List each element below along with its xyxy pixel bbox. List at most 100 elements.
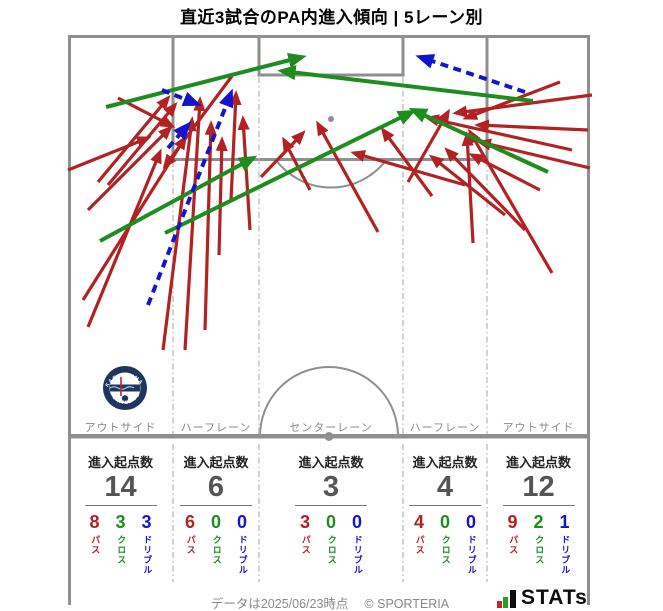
stat-col-outside-right: 進入起点数 12 9 パス 2 クロス 1 ドリブル [484, 444, 593, 575]
pass-count: 9 [507, 512, 518, 533]
pass-count: 8 [89, 512, 100, 533]
dribble-label: ドリブル [237, 535, 248, 576]
pass-arrow [86, 125, 173, 212]
dribble-arrow [161, 88, 202, 107]
pass-arrow [452, 93, 593, 118]
pass-label: パス [508, 535, 519, 556]
pass-label: パス [300, 535, 311, 556]
pass-arrow [86, 148, 162, 328]
cross-count: 3 [115, 512, 126, 533]
dribble-label: ドリブル [142, 535, 153, 576]
dribble-count: 0 [351, 512, 362, 533]
total-count: 4 [436, 471, 454, 503]
pass-arrow [476, 138, 591, 170]
lane-dividers [172, 77, 488, 582]
pass-arrow [474, 119, 589, 132]
breakdown: 4 パス 0 クロス 0 ドリブル [403, 513, 487, 575]
cross-count: 0 [325, 512, 336, 533]
lane-label-outside-left: アウトサイド [84, 422, 157, 434]
goal-area [257, 36, 405, 77]
pass-count: 4 [413, 512, 424, 533]
entry-arrows [67, 52, 593, 351]
breakdown: 8 パス 3 クロス 3 ドリブル [66, 513, 175, 575]
cross-count: 0 [439, 512, 450, 533]
dribble-label: ドリブル [560, 535, 571, 576]
cross-count: 2 [533, 512, 544, 533]
divider-rule [502, 505, 575, 507]
lane-label-center: センターレーン [289, 422, 373, 434]
cross-label: クロス [116, 535, 127, 566]
footer: データは2025/06/23時点 © SPORTERIA [140, 593, 520, 611]
breakdown: 9 パス 2 クロス 1 ドリブル [484, 513, 593, 575]
pass-arrow [259, 130, 306, 179]
stat-col-outside-left: 進入起点数 14 8 パス 3 クロス 3 ドリブル [66, 444, 175, 575]
dribble-label: ドリブル [466, 535, 477, 576]
pass-arrow [96, 95, 171, 184]
pass-label: パス [90, 535, 101, 556]
lane-label-half-left: ハーフレーン [180, 422, 252, 434]
penalty-spot [328, 116, 334, 122]
cross-count: 0 [210, 512, 221, 533]
pass-arrow [444, 147, 527, 232]
cross-arrow [164, 109, 417, 235]
stat-col-center: 進入起点数 3 3 パス 0 クロス 0 ドリブル [261, 444, 401, 575]
divider-rule [84, 505, 157, 507]
pass-arrow [380, 126, 434, 197]
divider-rule [180, 505, 252, 507]
cross-arrow [105, 52, 307, 109]
cross-arrow [99, 155, 258, 243]
pass-arrow [424, 114, 573, 152]
metric-label: 進入起点数 [412, 455, 478, 470]
dribble-arrow [146, 88, 234, 306]
metric-label: 進入起点数 [298, 455, 364, 470]
dribble-arrow [415, 54, 526, 94]
lane-label-outside-right: アウトサイド [502, 422, 575, 434]
cross-label: クロス [326, 535, 337, 566]
pass-arrow [468, 153, 541, 192]
divider-rule [295, 505, 367, 507]
metric-label: 進入起点数 [87, 455, 153, 470]
data-as-of-note: データは2025/06/23時点 [210, 597, 349, 611]
total-count: 3 [322, 471, 340, 503]
pass-arrow [203, 120, 217, 331]
club-logo: KAGOSHIMA UNITED FC [103, 366, 147, 410]
center-circle [259, 366, 399, 437]
pass-label: パス [414, 535, 425, 556]
dribble-count: 1 [559, 512, 570, 533]
copyright: © SPORTERIA [364, 597, 450, 611]
pass-arrow [215, 136, 228, 256]
pass-arrow [316, 120, 380, 233]
pass-count: 3 [299, 512, 310, 533]
cross-label: クロス [211, 535, 222, 566]
pass-arrow [229, 90, 242, 201]
page-title: 直近3試合のPA内進入傾向 | 5レーン別 [179, 8, 484, 27]
dribble-label: ドリブル [352, 535, 363, 576]
cross-label: クロス [440, 535, 451, 566]
pass-count: 6 [184, 512, 195, 533]
cross-arrow [277, 65, 534, 103]
pass-arrow [183, 96, 206, 351]
pass-arrow [67, 136, 152, 172]
metric-label: 進入起点数 [183, 455, 249, 470]
center-spot [324, 432, 334, 441]
pass-arrow [350, 150, 466, 187]
pass-arrow [237, 115, 252, 231]
pitch-spots [324, 116, 334, 441]
penalty-arc [274, 158, 388, 189]
pass-arrow [161, 116, 197, 351]
dribble-count: 0 [465, 512, 476, 533]
stats-wordmark: STATs [521, 586, 588, 610]
penalty-area [171, 36, 489, 161]
divider-rule [409, 505, 481, 507]
total-count: 12 [522, 471, 555, 503]
breakdown: 3 パス 0 クロス 0 ドリブル [261, 513, 401, 575]
dribble-count: 3 [141, 512, 152, 533]
pass-label: パス [185, 535, 196, 556]
stat-col-half-right: 進入起点数 4 4 パス 0 クロス 0 ドリブル [403, 444, 487, 575]
metric-label: 進入起点数 [505, 455, 571, 470]
lane-label-half-right: ハーフレーン [409, 422, 481, 434]
pass-arrow [428, 154, 506, 217]
stat-col-half-left: 進入起点数 6 6 パス 0 クロス 0 ドリブル [174, 444, 258, 575]
